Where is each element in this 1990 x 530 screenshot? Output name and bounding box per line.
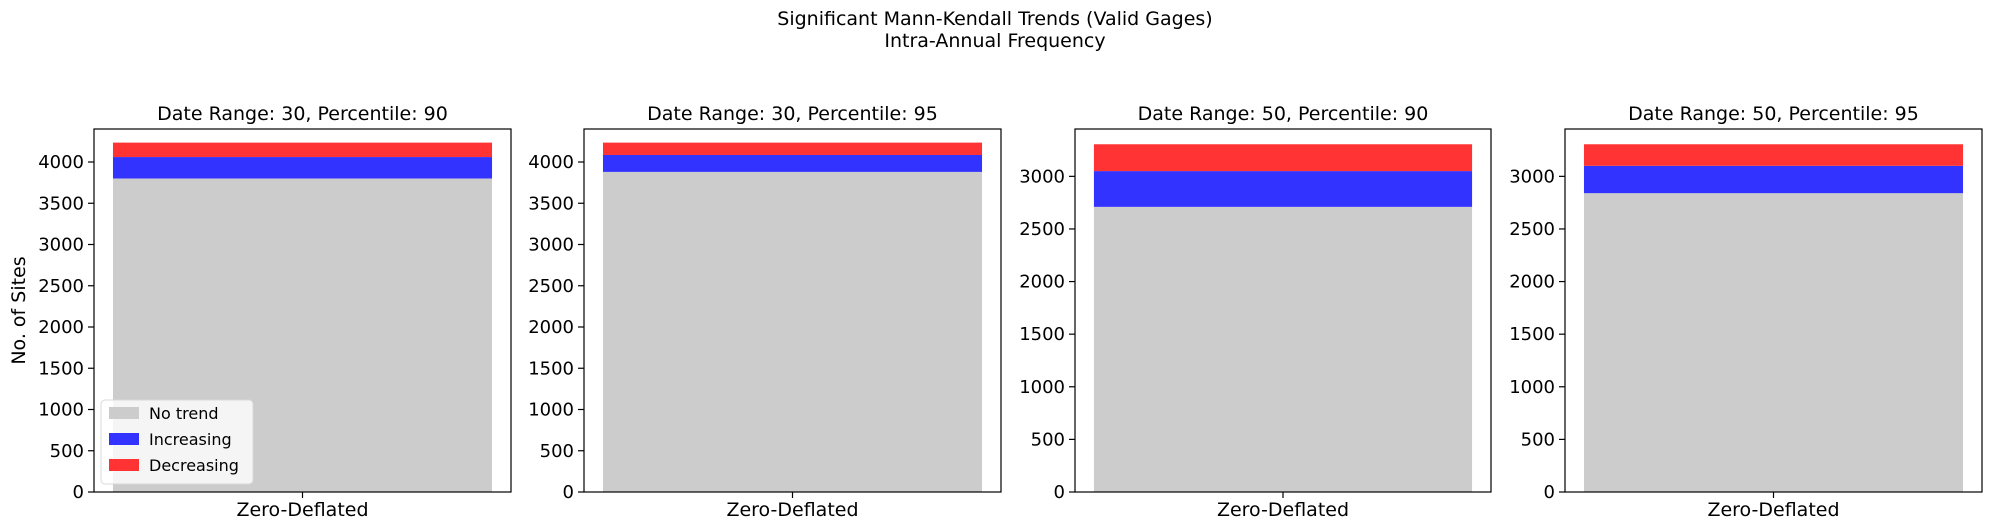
y-tick-label: 500	[1521, 429, 1555, 450]
bar-decreasing	[1583, 144, 1964, 166]
y-tick-label: 2500	[528, 276, 574, 297]
y-tick-label: 2500	[38, 276, 84, 297]
y-tick-label: 2500	[1509, 219, 1555, 240]
y-tick-label: 3500	[528, 193, 574, 214]
legend-label: Decreasing	[149, 456, 239, 475]
y-tick-label: 2000	[528, 317, 574, 338]
y-tick-label: 500	[1031, 429, 1065, 450]
y-tick-label: 1500	[528, 358, 574, 379]
y-tick-label: 0	[1054, 482, 1065, 503]
x-tick-label: Zero-Deflated	[1707, 499, 1839, 521]
y-tick-label: 3000	[528, 235, 574, 256]
y-tick-label: 0	[73, 482, 84, 503]
bar-increasing	[1093, 171, 1473, 207]
y-tick-label: 3000	[1019, 166, 1065, 187]
bar-no-trend	[1583, 193, 1964, 492]
y-tick-label: 0	[1544, 482, 1555, 503]
y-tick-label: 3000	[1509, 166, 1555, 187]
y-tick-label: 2000	[38, 317, 84, 338]
bar-decreasing	[1093, 144, 1473, 172]
y-tick-label: 3000	[38, 235, 84, 256]
x-tick-label: Zero-Deflated	[726, 499, 858, 521]
bar-increasing	[112, 157, 493, 179]
y-tick-label: 1000	[528, 400, 574, 421]
x-tick-label: Zero-Deflated	[1217, 499, 1349, 521]
y-tick-label: 500	[540, 441, 574, 462]
legend-swatch-decreasing	[109, 459, 139, 471]
panel-4	[1559, 128, 1983, 498]
y-tick-label: 2000	[1509, 272, 1555, 293]
y-axis-label: No. of Sites	[8, 256, 30, 364]
legend-label: Increasing	[149, 430, 232, 449]
legend-swatch-no-trend	[109, 407, 139, 419]
y-tick-label: 3500	[38, 193, 84, 214]
bar-no-trend	[602, 171, 983, 492]
legend-swatch-increasing	[109, 433, 139, 445]
y-tick-label: 1000	[1019, 377, 1065, 398]
y-tick-label: 1500	[1019, 324, 1065, 345]
panel-title: Date Range: 30, Percentile: 90	[157, 103, 448, 125]
y-tick-label: 500	[50, 441, 84, 462]
bar-increasing	[1583, 165, 1964, 194]
panel-title: Date Range: 50, Percentile: 95	[1628, 103, 1919, 125]
y-tick-label: 1000	[1509, 377, 1555, 398]
panel-title: Date Range: 30, Percentile: 95	[647, 103, 938, 125]
bar-increasing	[602, 154, 983, 172]
y-tick-label: 0	[563, 482, 574, 503]
panel-title: Date Range: 50, Percentile: 90	[1138, 103, 1429, 125]
figure-title: Significant Mann-Kendall Trends (Valid G…	[777, 8, 1213, 30]
bar-no-trend	[1093, 206, 1473, 492]
y-tick-label: 1500	[38, 358, 84, 379]
figure-subtitle: Intra-Annual Frequency	[884, 30, 1106, 52]
y-tick-label: 1500	[1509, 324, 1555, 345]
y-tick-label: 4000	[528, 152, 574, 173]
panel-2	[578, 128, 1002, 498]
panel-3	[1069, 128, 1492, 498]
bar-decreasing	[112, 142, 493, 158]
bar-decreasing	[602, 142, 983, 155]
legend	[100, 399, 254, 485]
y-tick-label: 1000	[38, 400, 84, 421]
y-tick-label: 2500	[1019, 219, 1065, 240]
legend-label: No trend	[149, 404, 218, 423]
y-tick-label: 2000	[1019, 272, 1065, 293]
x-tick-label: Zero-Deflated	[236, 499, 368, 521]
y-tick-label: 4000	[38, 152, 84, 173]
